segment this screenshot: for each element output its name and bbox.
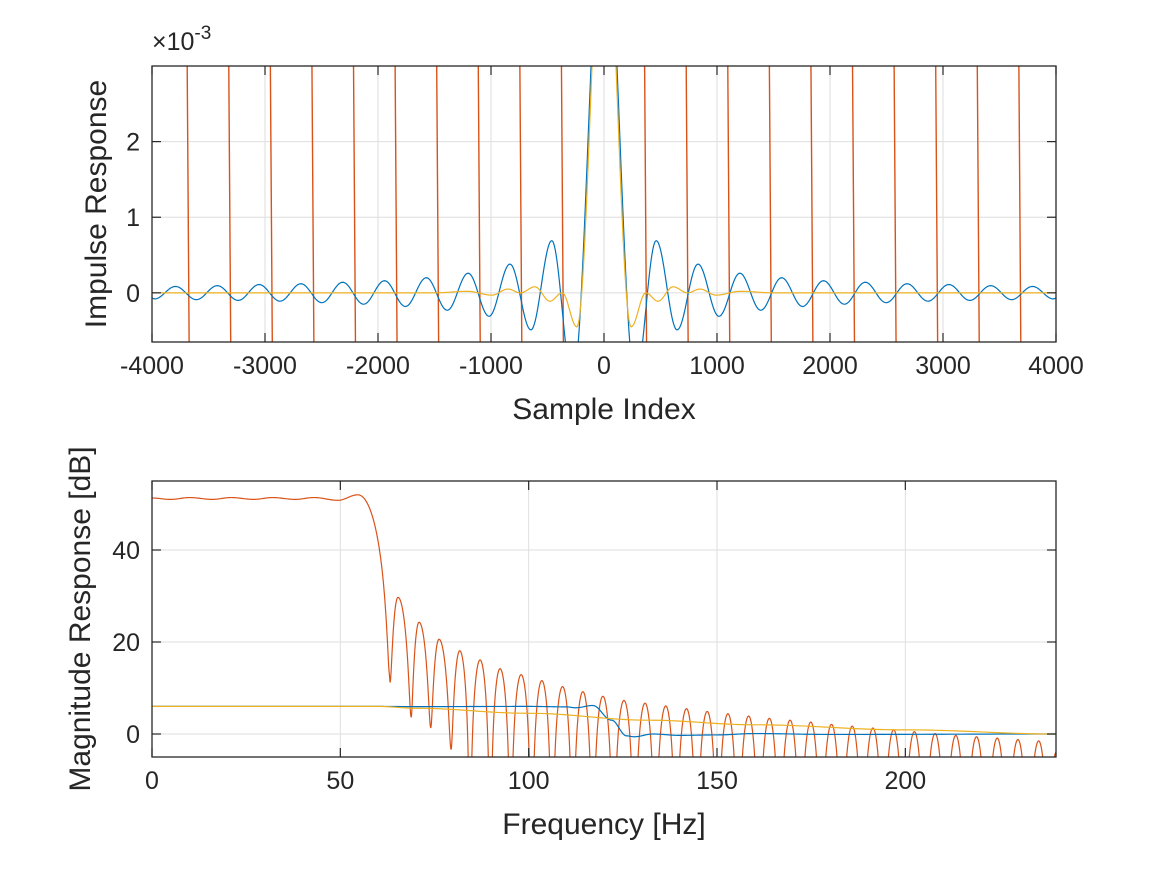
x-tick-label: 100 — [508, 767, 550, 795]
series-1-crossing — [976, 66, 980, 342]
x-tick-label: 3000 — [915, 352, 971, 380]
series-1-crossing — [560, 66, 565, 342]
x-tick-label: 50 — [326, 767, 354, 795]
series-2-line — [152, 704, 1056, 738]
series-1-crossing — [851, 66, 856, 342]
series-1-crossing — [394, 66, 398, 342]
axes-box — [151, 480, 1057, 758]
exponent-power: -3 — [194, 23, 211, 44]
series-1-crossing — [893, 66, 897, 342]
series-1-crossing — [269, 66, 273, 342]
x-tick-label: -1000 — [459, 352, 523, 380]
series-1-crossing — [435, 66, 440, 342]
series-3-line — [152, 66, 1056, 328]
x-tick-label: 0 — [597, 352, 611, 380]
impulse-response-axes: -4000 -3000 -2000 -1000 0 1000 2000 3000 4000 0 1 2… — [80, 23, 1084, 426]
y-exponent-label: ×10-3 — [152, 23, 211, 56]
series-1-line — [152, 494, 1056, 757]
plot-area — [152, 494, 1056, 757]
x-tick-label: 150 — [696, 767, 738, 795]
x-tick-label: 4000 — [1028, 352, 1084, 380]
y-tick-label: 20 — [112, 629, 140, 657]
magnitude-response-axes: 0 50 100 150 200 0 20 40 Frequency [Hz] Magnitude… — [64, 446, 1057, 841]
x-tick-label: -4000 — [120, 352, 184, 380]
x-tick-label: 0 — [145, 767, 159, 795]
series-1-crossing — [685, 66, 689, 342]
series-1-crossing — [1018, 66, 1022, 342]
x-tick-label: -3000 — [233, 352, 297, 380]
series-1-crossing — [477, 66, 481, 342]
plot-area — [152, 66, 1056, 342]
y-tick-label: 0 — [126, 721, 140, 749]
series-1-crossing — [768, 66, 773, 342]
x-tick-label: 2000 — [802, 352, 858, 380]
x-tick-label: -2000 — [346, 352, 410, 380]
series-1-crossing — [727, 66, 731, 342]
x-tick-label: 200 — [884, 767, 926, 795]
series-1-crossing — [935, 66, 939, 342]
exponent-base: ×10 — [152, 28, 194, 56]
series-1-crossing — [311, 66, 315, 342]
y-axis-label: Impulse Response — [80, 80, 113, 328]
series-2-line — [152, 66, 1056, 342]
series-1-crossing — [186, 66, 190, 342]
y-tick-label: 40 — [112, 537, 140, 565]
series-3-line — [152, 705, 1056, 735]
series-1-crossing — [352, 66, 357, 342]
y-tick-label: 0 — [126, 280, 140, 308]
y-tick-label: 1 — [126, 204, 140, 232]
x-axis-label: Frequency [Hz] — [502, 808, 705, 841]
series-1-crossing — [810, 66, 814, 342]
y-tick-label: 2 — [126, 129, 140, 157]
series-1-crossing — [228, 66, 232, 342]
x-tick-label: 1000 — [689, 352, 745, 380]
x-axis-label: Sample Index — [512, 393, 695, 426]
y-axis-label: Magnitude Response [dB] — [64, 446, 97, 791]
